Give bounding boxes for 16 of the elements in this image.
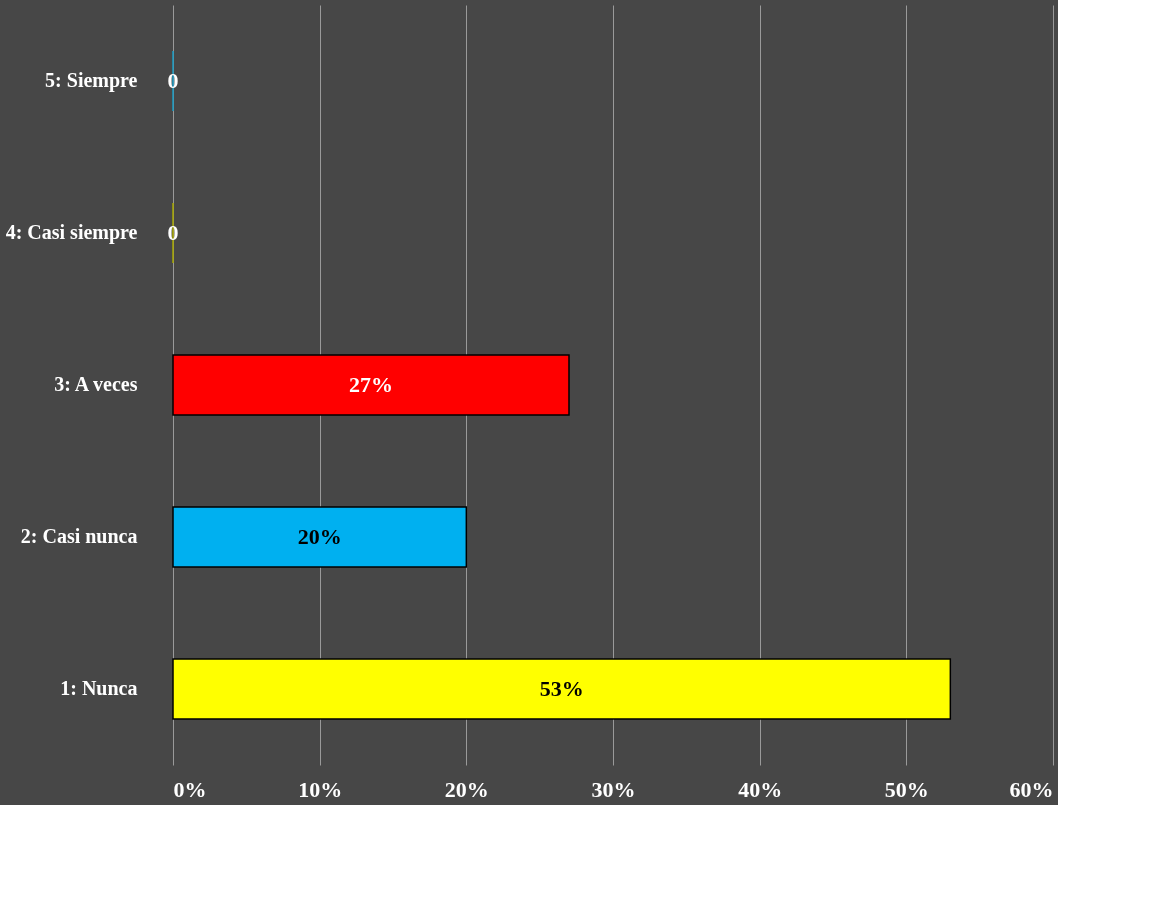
x-tick-label: 0%	[173, 776, 207, 802]
y-tick-label: 1: Nunca	[60, 677, 138, 699]
data-label: 20%	[297, 524, 342, 549]
data-label: 0	[167, 220, 179, 245]
y-tick-label: 4: Casi siempre	[5, 221, 138, 244]
x-tick-label: 20%	[444, 776, 489, 802]
x-tick-label: 30%	[591, 776, 636, 802]
y-tick-label: 5: Siempre	[45, 69, 138, 92]
x-tick-label: 40%	[738, 776, 783, 802]
x-tick-label: 10%	[298, 776, 343, 802]
data-label: 27%	[349, 372, 393, 397]
y-tick-label: 3: A veces	[54, 373, 138, 395]
y-tick-label: 2: Casi nunca	[20, 525, 138, 547]
x-tick-label: 60%	[1009, 776, 1054, 802]
x-tick-label: 50%	[884, 776, 929, 802]
data-label: 53%	[539, 676, 584, 701]
